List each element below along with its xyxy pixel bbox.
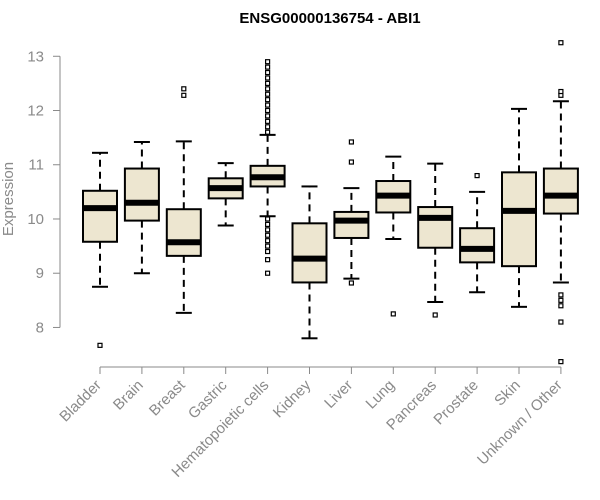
box-0 bbox=[82, 151, 118, 348]
y-tick-label: 11 bbox=[28, 157, 44, 174]
outlier-point bbox=[558, 319, 564, 325]
box-iqr bbox=[333, 210, 370, 239]
box-10 bbox=[501, 107, 537, 308]
outlier-point bbox=[265, 113, 271, 119]
y-tick-label: 8 bbox=[36, 319, 44, 336]
box-11 bbox=[542, 40, 579, 365]
outlier-point bbox=[558, 292, 564, 298]
outlier-point bbox=[348, 280, 354, 286]
box-7 bbox=[375, 155, 412, 317]
box-iqr bbox=[291, 222, 328, 284]
outlier-point bbox=[265, 238, 271, 244]
outlier-point bbox=[265, 80, 271, 86]
outlier-point bbox=[265, 216, 271, 222]
outlier-point bbox=[265, 243, 271, 249]
y-tick-label: 9 bbox=[36, 265, 44, 282]
x-tick-label: Lung bbox=[363, 377, 399, 413]
outlier-point bbox=[265, 248, 271, 255]
outlier-point bbox=[265, 69, 271, 76]
outlier-point bbox=[265, 75, 271, 81]
outlier-point bbox=[265, 102, 271, 108]
box-iqr bbox=[82, 189, 118, 243]
x-tick-label: Brain bbox=[110, 377, 147, 414]
outlier-point bbox=[265, 232, 271, 238]
outlier-point bbox=[181, 86, 187, 92]
outlier-point bbox=[265, 86, 271, 92]
box-iqr bbox=[123, 167, 160, 222]
y-tick-label: 10 bbox=[27, 211, 44, 228]
y-tick-label: 13 bbox=[27, 48, 44, 65]
outlier-point bbox=[265, 107, 271, 114]
outlier-point bbox=[558, 40, 564, 46]
outlier-point bbox=[390, 311, 396, 317]
outlier-point bbox=[432, 312, 438, 318]
y-axis: 8 9 10 11 12 13 bbox=[27, 48, 61, 336]
outlier-point bbox=[348, 159, 354, 165]
box-5 bbox=[291, 185, 328, 340]
outlier-point bbox=[265, 118, 271, 124]
outlier-point bbox=[265, 270, 271, 276]
outlier-point bbox=[558, 359, 564, 365]
x-tick-label: Kidney bbox=[270, 376, 315, 421]
outlier-point bbox=[558, 88, 564, 95]
x-tick-label: Breast bbox=[146, 376, 189, 419]
box-3 bbox=[207, 162, 244, 227]
outlier-point bbox=[97, 342, 103, 348]
outlier-point bbox=[265, 257, 271, 263]
outlier-point bbox=[265, 59, 271, 65]
box-6 bbox=[333, 139, 370, 286]
box-iqr bbox=[459, 227, 496, 264]
x-tick-label: Bladder bbox=[56, 377, 105, 426]
box-1 bbox=[123, 140, 160, 275]
box-4 bbox=[249, 59, 286, 276]
outlier-point bbox=[265, 129, 271, 135]
outlier-point bbox=[348, 139, 354, 145]
outlier-point bbox=[265, 124, 271, 130]
outlier-point bbox=[474, 172, 480, 179]
box-iqr bbox=[542, 167, 579, 215]
y-tick-label: 12 bbox=[27, 103, 44, 120]
box-2 bbox=[165, 86, 202, 314]
x-tick-label: Skin bbox=[491, 377, 524, 410]
y-axis-label: Expression bbox=[0, 162, 17, 236]
outlier-point bbox=[558, 303, 564, 309]
boxes-group bbox=[82, 40, 579, 365]
box-9 bbox=[459, 172, 496, 294]
outlier-point bbox=[265, 221, 271, 228]
outlier-point bbox=[265, 64, 271, 70]
chart-title: ENSG00000136754 - ABI1 bbox=[239, 10, 420, 27]
outlier-point bbox=[181, 92, 187, 98]
outlier-point bbox=[265, 97, 271, 103]
outlier-point bbox=[265, 91, 271, 97]
box-iqr bbox=[501, 171, 537, 268]
outlier-point bbox=[558, 297, 564, 303]
box-iqr bbox=[417, 206, 454, 249]
box-8 bbox=[417, 162, 454, 318]
outlier-point bbox=[265, 227, 271, 233]
x-tick-label: Liver bbox=[321, 377, 356, 412]
x-tick-label: Prostate bbox=[430, 377, 482, 429]
box-iqr bbox=[165, 208, 202, 257]
